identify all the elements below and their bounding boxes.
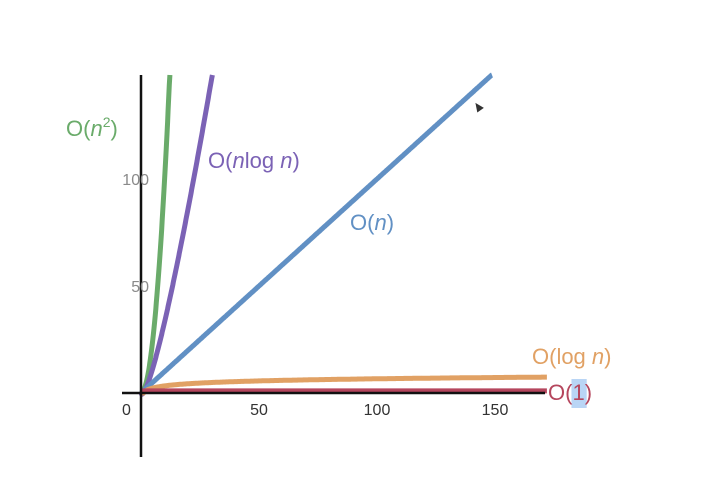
x-tick-label-2: 150 [482, 402, 509, 419]
text-selection-highlight [571, 379, 587, 408]
series-line-3 [141, 374, 547, 396]
y-tick-label-0: 50 [131, 279, 149, 296]
series-label-0: O(n2) [66, 114, 118, 141]
series-labels: O(n2) O(nlog n) O(n) O(log n) O(1) [66, 114, 612, 408]
series-curves [138, 72, 547, 397]
x-tick-label-0: 50 [250, 402, 268, 419]
series-line-2 [139, 72, 494, 395]
x-tick-label-1: 100 [364, 402, 391, 419]
origin-label: 0 [122, 402, 131, 419]
axis-ticks: 50 100 150 50 100 [122, 172, 508, 419]
series-label-2: O(n) [350, 210, 394, 235]
series-label-3: O(log n) [532, 344, 612, 369]
y-tick-label-1: 100 [122, 172, 149, 189]
series-line-0 [140, 74, 173, 396]
series-line-1 [138, 74, 215, 397]
series-label-4: O(1) [548, 380, 592, 405]
series-label-1: O(nlog n) [208, 148, 300, 173]
